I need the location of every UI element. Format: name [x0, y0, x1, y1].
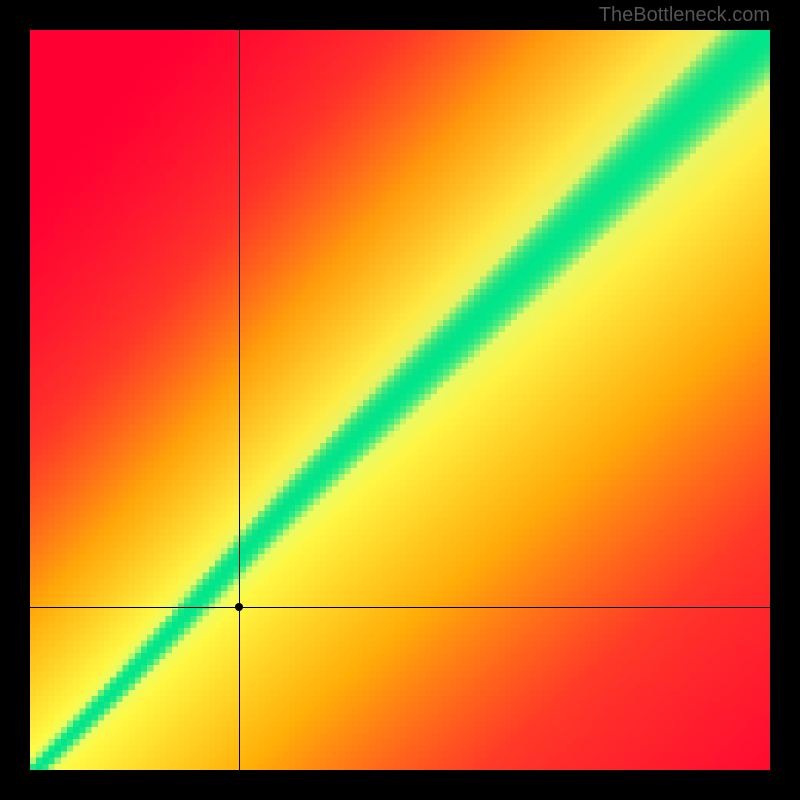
watermark-text: TheBottleneck.com [599, 4, 770, 27]
data-point-marker [235, 603, 243, 611]
heatmap-canvas [30, 30, 770, 770]
plot-area [30, 30, 770, 770]
crosshair-vertical [239, 30, 240, 770]
crosshair-horizontal [30, 607, 770, 608]
